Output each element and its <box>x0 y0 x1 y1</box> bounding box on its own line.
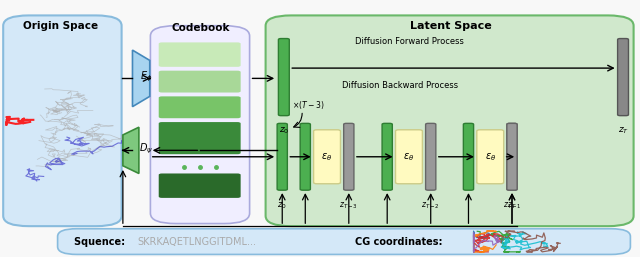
Text: Diffusion Forward Process: Diffusion Forward Process <box>355 37 464 46</box>
FancyBboxPatch shape <box>314 130 340 184</box>
Text: $z_{T-2}$: $z_{T-2}$ <box>421 200 440 211</box>
Text: $z_0$: $z_0$ <box>278 126 289 136</box>
Text: $\epsilon_{\theta}$: $\epsilon_{\theta}$ <box>403 151 415 163</box>
FancyBboxPatch shape <box>278 39 289 116</box>
FancyBboxPatch shape <box>150 26 250 224</box>
Text: $z_{T-1}$: $z_{T-1}$ <box>502 200 522 211</box>
FancyBboxPatch shape <box>477 130 504 184</box>
Text: SKRKAQETLNGGITDML...: SKRKAQETLNGGITDML... <box>138 237 257 246</box>
FancyBboxPatch shape <box>159 71 241 93</box>
Text: $\epsilon_{\theta}$: $\epsilon_{\theta}$ <box>484 151 496 163</box>
FancyBboxPatch shape <box>507 123 517 190</box>
FancyBboxPatch shape <box>382 123 392 190</box>
Polygon shape <box>132 50 150 107</box>
Text: $z_{T-3}$: $z_{T-3}$ <box>339 200 358 211</box>
Text: $z_0$: $z_0$ <box>277 200 287 211</box>
FancyBboxPatch shape <box>159 96 241 118</box>
Text: CG coordinates:: CG coordinates: <box>355 237 443 246</box>
Text: Squence:: Squence: <box>74 237 128 246</box>
Text: $E_{\phi}$: $E_{\phi}$ <box>140 70 152 84</box>
FancyBboxPatch shape <box>618 39 628 116</box>
Text: $D_{\psi}$: $D_{\psi}$ <box>139 142 153 156</box>
FancyBboxPatch shape <box>344 123 354 190</box>
Text: $z_T$: $z_T$ <box>618 126 628 136</box>
Text: Latent Space: Latent Space <box>410 21 492 31</box>
Text: Diffusion Backward Process: Diffusion Backward Process <box>342 81 458 90</box>
FancyBboxPatch shape <box>159 122 241 154</box>
FancyBboxPatch shape <box>277 123 287 190</box>
FancyBboxPatch shape <box>266 15 634 226</box>
Text: $\times(T-3)$: $\times(T-3)$ <box>292 99 325 111</box>
Polygon shape <box>123 127 139 173</box>
FancyBboxPatch shape <box>3 15 122 226</box>
Text: Codebook: Codebook <box>171 23 230 33</box>
Text: $z_T$: $z_T$ <box>507 200 517 211</box>
FancyBboxPatch shape <box>463 123 474 190</box>
FancyBboxPatch shape <box>159 173 241 198</box>
FancyBboxPatch shape <box>300 123 310 190</box>
FancyBboxPatch shape <box>396 130 422 184</box>
FancyBboxPatch shape <box>58 229 630 254</box>
FancyBboxPatch shape <box>507 123 517 190</box>
FancyBboxPatch shape <box>159 42 241 67</box>
FancyBboxPatch shape <box>426 123 436 190</box>
Text: Origin Space: Origin Space <box>23 21 99 31</box>
Text: $\epsilon_{\theta}$: $\epsilon_{\theta}$ <box>321 151 333 163</box>
